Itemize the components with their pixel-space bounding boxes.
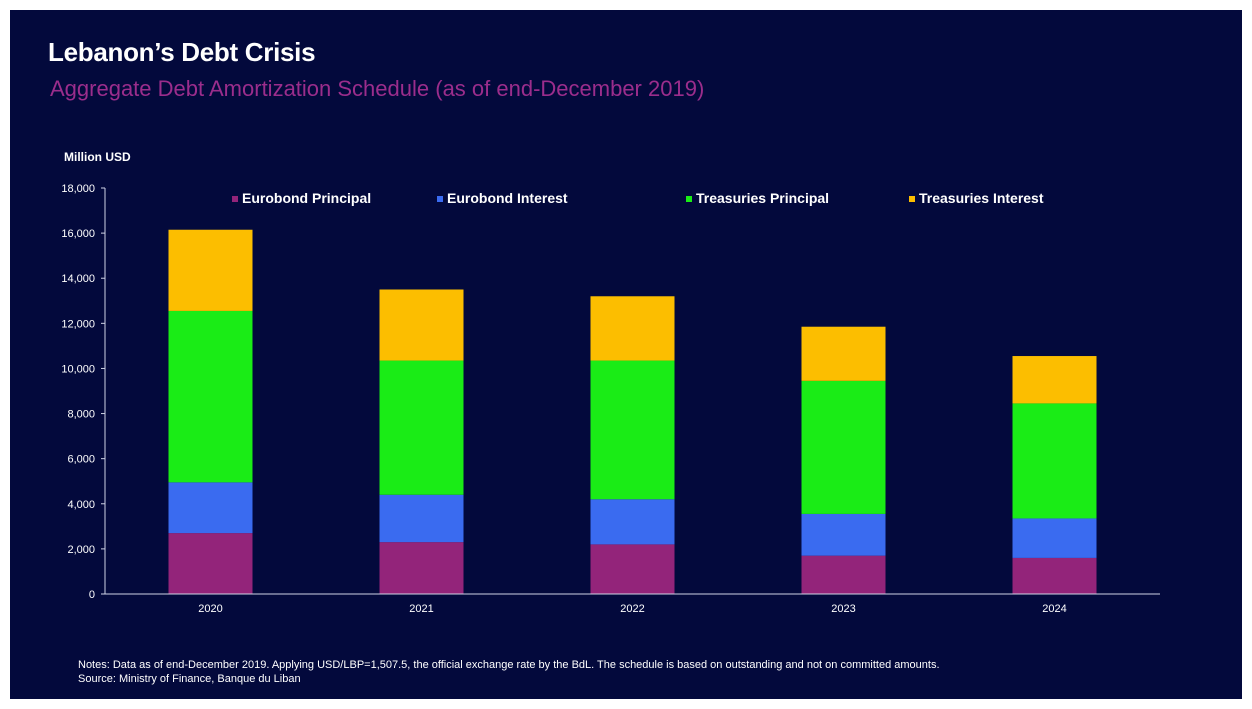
y-tick-label: 6,000: [67, 454, 95, 466]
bar-treasuries-principal-2020: [168, 310, 253, 483]
bar-eurobond-interest-2020: [168, 482, 253, 534]
y-tick-label: 16,000: [61, 228, 95, 240]
bar-treasuries-interest-2023: [801, 326, 886, 381]
y-tick-label: 8,000: [67, 409, 95, 421]
bar-treasuries-interest-2024: [1012, 356, 1097, 404]
chart-legend: Eurobond Principal Eurobond Interest Treas…: [232, 190, 1044, 206]
page-subtitle: Aggregate Debt Amortization Schedule (as…: [50, 76, 705, 101]
x-tick-label: 2020: [198, 603, 222, 615]
slide: Lebanon’s Debt Crisis Aggregate Debt Amo…: [10, 10, 1242, 699]
bar-treasuries-principal-2024: [1012, 403, 1097, 519]
y-tick-label: 4,000: [67, 499, 95, 511]
bars: [168, 229, 1097, 594]
page-title: Lebanon’s Debt Crisis: [48, 37, 316, 67]
stacked-bar-chart: Eurobond Principal Eurobond Interest Treas…: [61, 183, 1160, 615]
footnotes: Notes: Data as of end-December 2019. App…: [78, 658, 940, 686]
legend-label: Eurobond Principal: [242, 190, 371, 206]
bar-eurobond-interest-2021: [379, 494, 464, 543]
bar-treasuries-principal-2023: [801, 380, 886, 514]
legend-swatch: [909, 196, 915, 202]
y-tick-label: 12,000: [61, 318, 95, 330]
legend-label: Eurobond Interest: [447, 190, 568, 206]
bar-eurobond-principal-2024: [1012, 557, 1097, 594]
bar-eurobond-interest-2024: [1012, 518, 1097, 558]
bar-eurobond-principal-2023: [801, 555, 886, 594]
bar-eurobond-principal-2020: [168, 533, 253, 594]
x-tick-label: 2021: [409, 603, 433, 615]
source-text: Source: Ministry of Finance, Banque du L…: [78, 673, 301, 685]
x-tick-label: 2022: [620, 603, 644, 615]
y-tick-label: 14,000: [61, 273, 95, 285]
bar-eurobond-interest-2023: [801, 513, 886, 556]
bar-treasuries-principal-2022: [590, 360, 675, 500]
legend-swatch: [232, 196, 238, 202]
y-tick-label: 0: [89, 589, 95, 601]
x-tick-label: 2024: [1042, 603, 1066, 615]
legend-swatch: [686, 196, 692, 202]
x-axis: 2020 2021 2022 2023 2024: [105, 593, 1160, 615]
bar-treasuries-principal-2021: [379, 360, 464, 495]
bar-treasuries-interest-2022: [590, 296, 675, 361]
legend-label: Treasuries Principal: [696, 190, 829, 206]
bar-eurobond-principal-2022: [590, 544, 675, 594]
legend-label: Treasuries Interest: [919, 190, 1044, 206]
bar-treasuries-interest-2021: [379, 289, 464, 361]
bar-eurobond-interest-2022: [590, 499, 675, 545]
x-tick-label: 2023: [831, 603, 855, 615]
bar-eurobond-principal-2021: [379, 542, 464, 594]
y-axis: 0 2,000 4,000 6,000 8,000 10,000 12,000 14,000 1…: [61, 183, 106, 601]
notes-text: Notes: Data as of end-December 2019. App…: [78, 659, 940, 671]
y-tick-label: 2,000: [67, 544, 95, 556]
y-axis-unit-label: Million USD: [64, 150, 131, 164]
y-tick-label: 18,000: [61, 183, 95, 195]
bar-treasuries-interest-2020: [168, 229, 253, 311]
y-tick-label: 10,000: [61, 363, 95, 375]
legend-swatch: [437, 196, 443, 202]
